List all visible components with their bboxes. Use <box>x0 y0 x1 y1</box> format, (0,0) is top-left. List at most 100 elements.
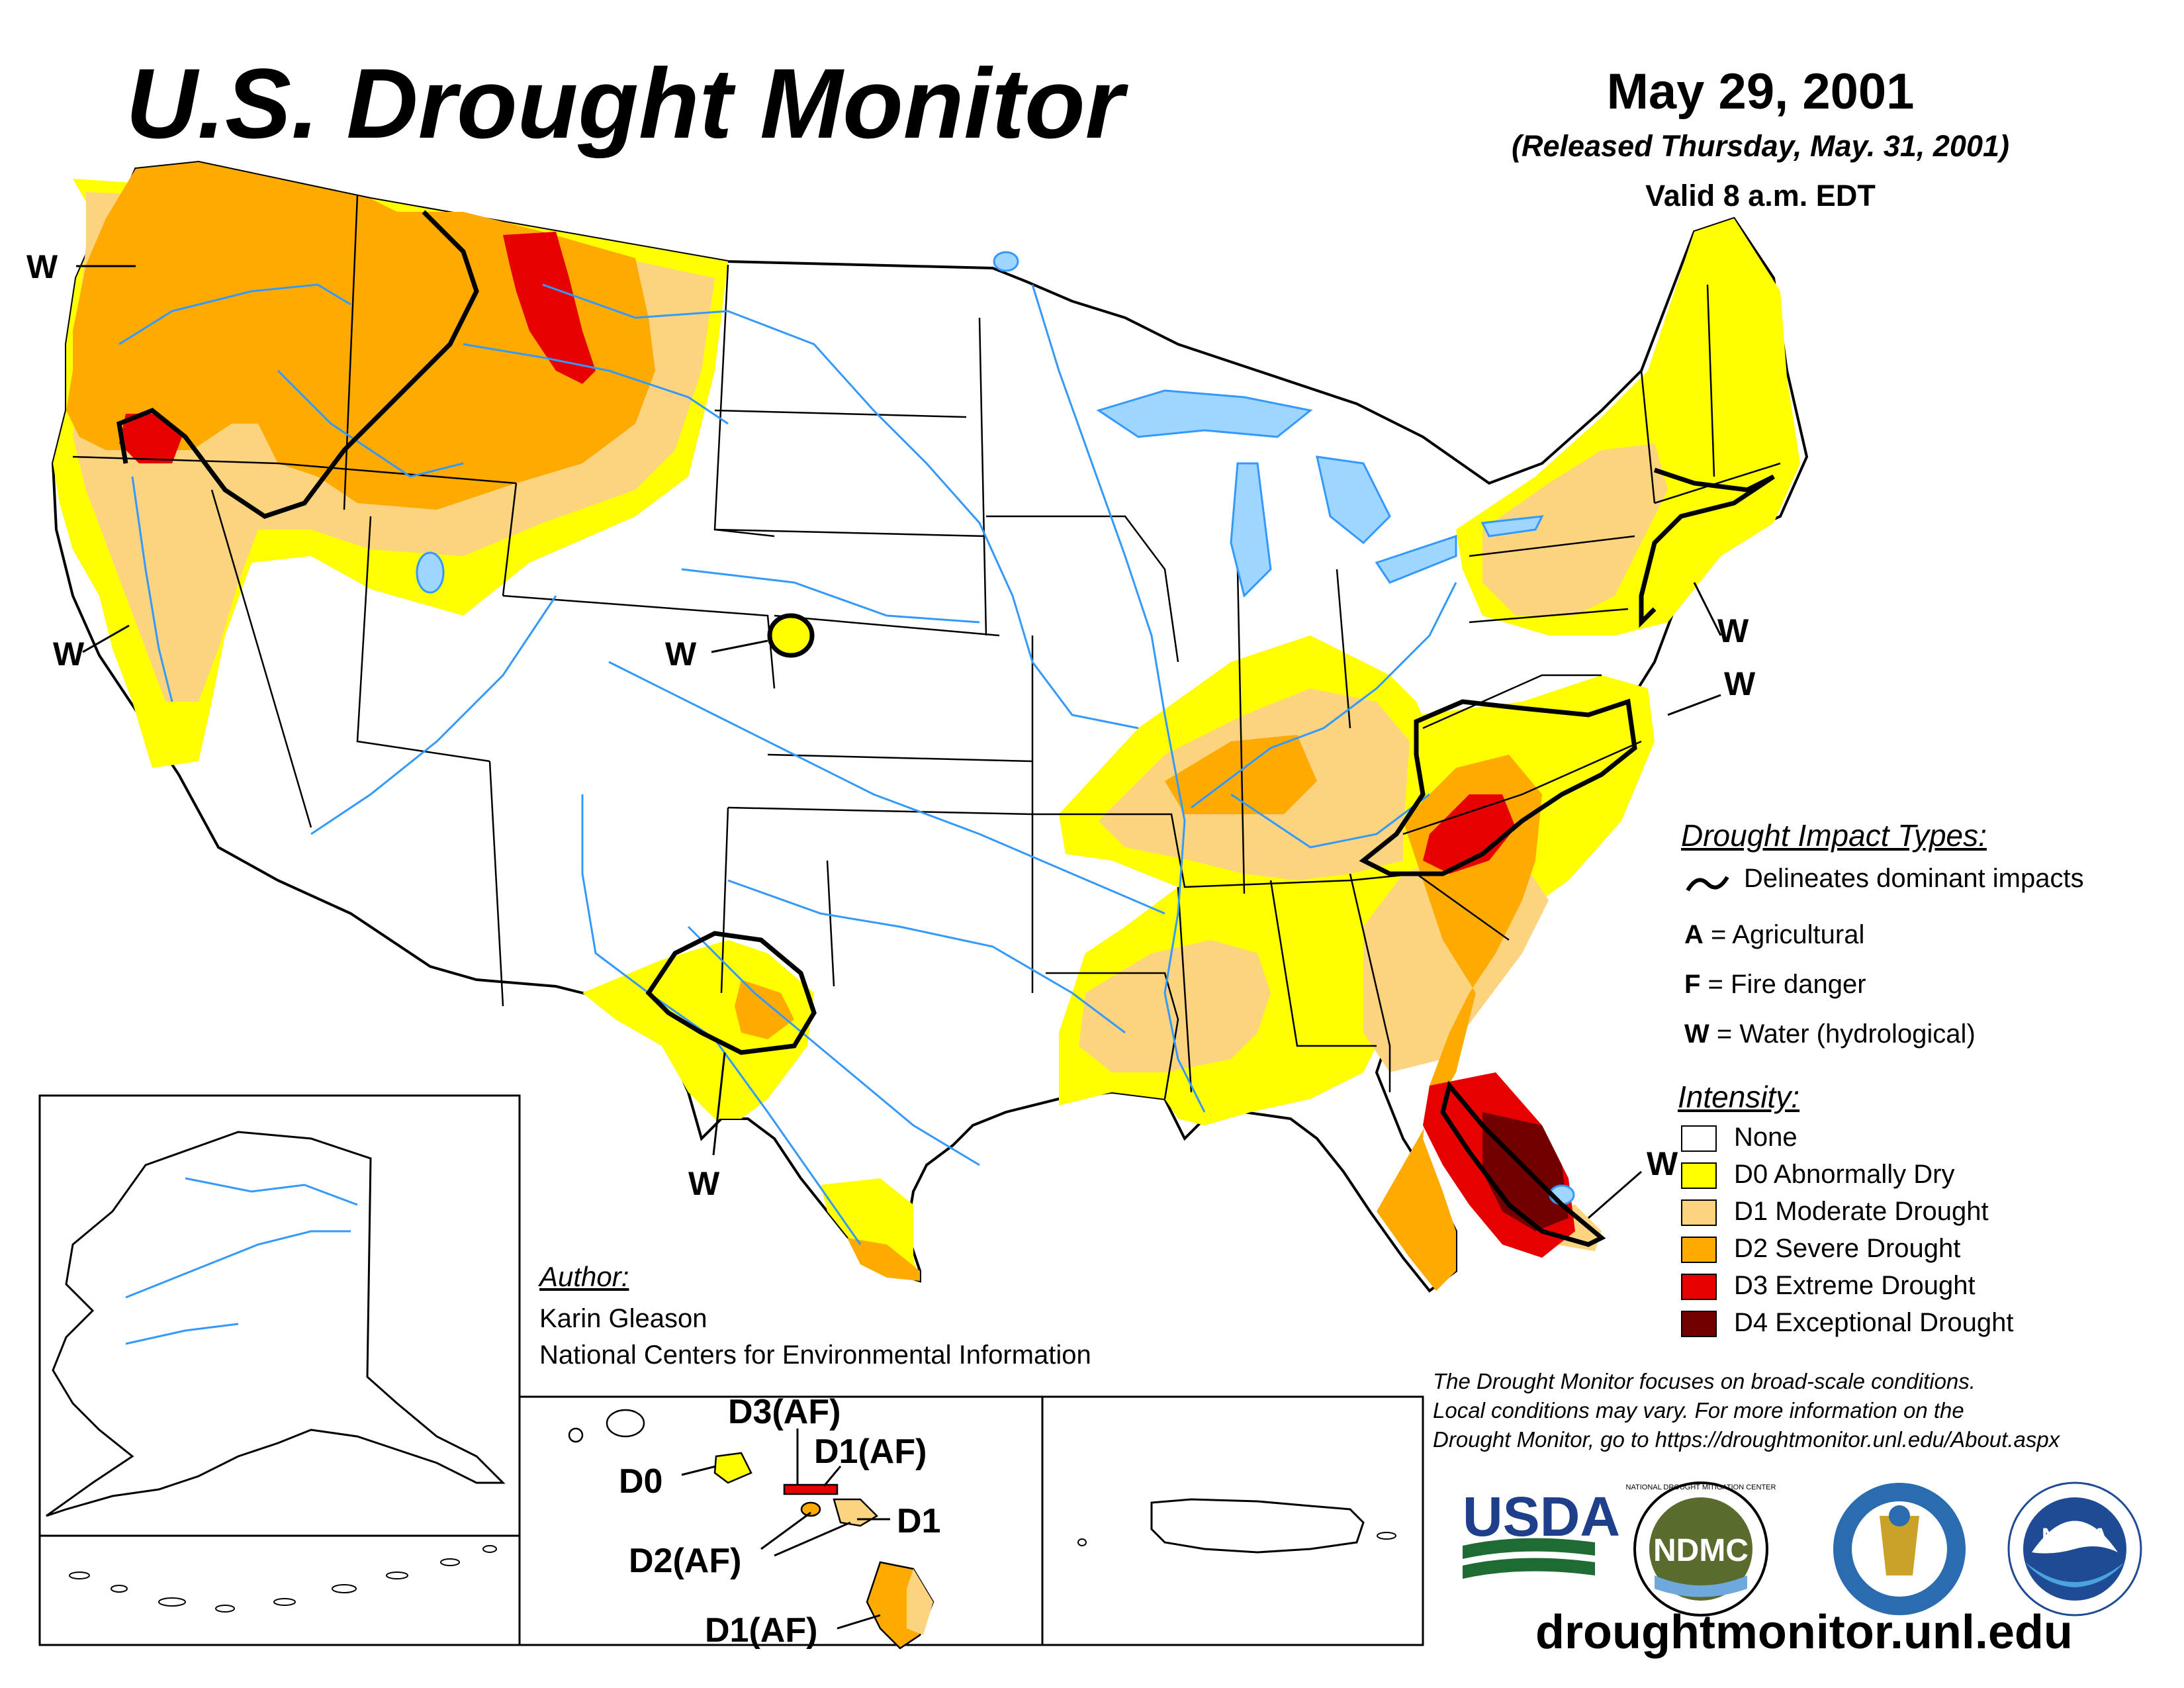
legend-label-d2: D2 Severe Drought <box>1734 1234 1961 1263</box>
hawaii-label-d3: D3(AF) <box>728 1393 841 1431</box>
tennessee-river <box>1230 793 1430 849</box>
impact-legend-delineates: Delineates dominant impacts <box>1744 864 2084 893</box>
legend-label-d3: D3 Extreme Drought <box>1734 1271 1976 1300</box>
impact-line-texas <box>645 931 817 1055</box>
hawaii-leaders <box>681 1429 890 1630</box>
d3-montana <box>503 232 596 384</box>
impact-legend-fire: F = Fire danger <box>1684 970 1866 999</box>
legend-label-d4: D4 Exceptional Drought <box>1734 1308 2014 1337</box>
intensity-legend-heading: Intensity: <box>1678 1080 1800 1114</box>
kauai <box>606 1409 645 1438</box>
impact-line-colorado <box>767 613 815 658</box>
lake-erie <box>1375 534 1457 584</box>
impact-legend-heading: Drought Impact Types: <box>1681 818 1987 853</box>
hawaii-label-d2: D2(AF) <box>629 1542 741 1580</box>
legend-label-none: None <box>1734 1123 1797 1152</box>
puerto-rico-shape <box>1150 1498 1365 1554</box>
disclaimer-line-2: Local conditions may vary. For more info… <box>1433 1398 1964 1423</box>
rivers <box>118 283 1457 1245</box>
molokai <box>783 1483 839 1495</box>
big-island-d1 <box>907 1569 933 1635</box>
lake-ontario <box>1480 515 1544 538</box>
ndmc-logo: NDMC NATIONAL DROUGHT MITIGATION CENTER <box>1626 1481 1776 1617</box>
noaa-logo: NOAA <box>2007 1481 2142 1617</box>
water-bodies <box>416 251 1575 1205</box>
columbia-river <box>118 283 351 346</box>
sacramento-river <box>131 476 173 702</box>
commerce-logo <box>1833 1483 1966 1615</box>
lake-huron <box>1316 455 1391 545</box>
hawaii-inset-frame <box>518 1395 1044 1646</box>
impact-legend-agricultural: A = Agricultural <box>1684 920 1865 949</box>
usda-logo-text: USDA <box>1463 1485 1620 1548</box>
alaska-inset-frame <box>38 1094 521 1646</box>
yellowstone-river <box>463 343 729 425</box>
disclaimer-line-3[interactable]: Drought Monitor, go to https://droughtmo… <box>1433 1427 2060 1452</box>
w-leaders <box>76 265 1722 1219</box>
impact-line-northeast <box>1639 467 1775 628</box>
platte-river <box>681 568 980 624</box>
alaska-shape <box>46 1131 506 1517</box>
map-date: May 29, 2001 <box>1606 64 1915 120</box>
legend-label-d1: D1 Moderate Drought <box>1734 1197 1989 1226</box>
d2-southeast <box>1377 755 1542 1291</box>
great-salt-lake <box>416 551 445 594</box>
hawaii-label-d0: D0 <box>619 1462 662 1501</box>
impact-line-southeast <box>1359 698 1637 876</box>
d1-northeast <box>1482 444 1668 616</box>
mississippi-river <box>1031 284 1206 1113</box>
author-heading: Author: <box>539 1261 629 1292</box>
noaa-logo-text: NOAA <box>2042 1524 2108 1549</box>
niihau <box>568 1427 584 1443</box>
missouri-river <box>542 283 1139 729</box>
rio-grande <box>581 794 862 1245</box>
author-name: Karin Gleason <box>539 1304 707 1333</box>
swatch-d0 <box>1681 1162 1717 1189</box>
inset-frames <box>38 1094 1424 1646</box>
oahu <box>713 1452 752 1484</box>
impact-line-florida <box>1440 1080 1606 1247</box>
hawaii-labels: D3(AF) D1(AF) D0 D1 D2(AF) D1(AF) <box>619 1393 940 1650</box>
usda-logo: USDA <box>1463 1485 1620 1579</box>
release-date: (Released Thursday, May. 31, 2001) <box>1511 129 2009 163</box>
swatch-d4 <box>1681 1311 1717 1337</box>
alaska-rivers <box>125 1177 358 1345</box>
mona <box>1077 1538 1087 1546</box>
brazos-river <box>687 925 980 1166</box>
w-labels: W W W W W W W <box>26 248 1756 1202</box>
puerto-rico-inset-frame <box>1041 1395 1424 1646</box>
maui <box>833 1498 879 1527</box>
map-label-w-southeast: W <box>1724 665 1756 702</box>
swatch-d2 <box>1681 1237 1717 1263</box>
d2-texas <box>735 980 794 1039</box>
ndmc-logo-text: NDMC <box>1653 1533 1749 1568</box>
colorado-river <box>310 595 557 835</box>
swatch-d3 <box>1681 1274 1717 1300</box>
hawaii-label-d1-upper: D1(AF) <box>814 1432 927 1471</box>
ohio-river <box>1191 582 1457 809</box>
website-link[interactable]: droughtmonitor.unl.edu <box>1535 1606 2073 1659</box>
swatch-d1 <box>1681 1199 1717 1226</box>
impact-lines <box>116 210 1775 1247</box>
hawaii-label-d1: D1 <box>897 1502 940 1540</box>
impact-legend-water: W = Water (hydrological) <box>1684 1019 1976 1049</box>
lake-of-the-woods <box>993 251 1019 272</box>
state-boundaries <box>72 195 1781 1100</box>
d2-midsouth-ky <box>1165 735 1317 814</box>
page-title: U.S. Drought Monitor <box>126 48 1124 159</box>
impact-line-northwest <box>116 210 479 519</box>
map-label-w-florida: W <box>1647 1145 1678 1182</box>
ndmc-ring-text: NATIONAL DROUGHT MITIGATION CENTER <box>1626 1483 1776 1491</box>
map-label-w-texas: W <box>688 1165 720 1202</box>
lake-michigan <box>1230 462 1272 598</box>
lake-superior <box>1096 389 1313 438</box>
map-label-w-pacific-nw: W <box>26 248 58 285</box>
impact-tilde-icon <box>1686 876 1729 892</box>
lanai <box>800 1501 821 1517</box>
map-label-w-colorado: W <box>665 635 697 673</box>
hawaii-label-d1-lower: D1(AF) <box>705 1611 817 1650</box>
legend-label-d0: D0 Abnormally Dry <box>1734 1160 1955 1189</box>
vieques <box>1377 1532 1396 1540</box>
arkansas-river <box>608 661 1165 915</box>
